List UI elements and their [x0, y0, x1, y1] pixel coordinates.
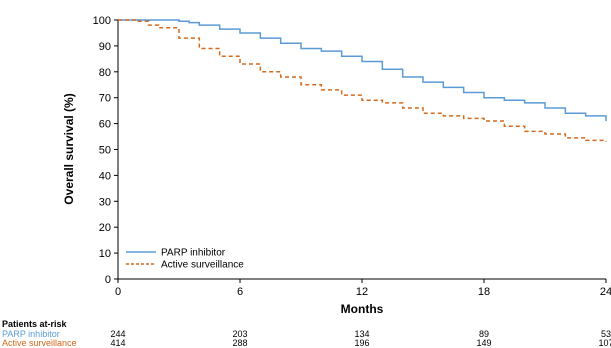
y-tick-label: 10 [99, 248, 111, 260]
chart-legend: PARP inhibitor Active surveillance [126, 248, 244, 271]
risk-row-label-parp: PARP inhibitor [2, 329, 60, 339]
risk-table: Patients at-risk PARP inhibitor Active s… [2, 319, 611, 348]
legend-label-parp: PARP inhibitor [161, 248, 226, 259]
series-line-parp-inhibitor [118, 19, 607, 122]
risk-table-values: 244 203 134 89 53 414 288 196 149 107 [110, 329, 611, 348]
risk-value: 203 [232, 329, 247, 339]
y-axis-title: Overall survival (%) [62, 93, 76, 204]
y-tick-label: 60 [99, 119, 111, 131]
y-tick-label: 30 [99, 196, 111, 208]
x-tick-label: 12 [356, 286, 368, 298]
x-axis-title: Months [341, 302, 384, 316]
risk-value: 134 [354, 329, 369, 339]
risk-value: 288 [232, 338, 247, 348]
x-tick-label: 24 [600, 286, 611, 298]
y-tick-label: 70 [99, 93, 111, 105]
risk-value: 53 [601, 329, 611, 339]
risk-row-label-surveillance: Active surveillance [2, 338, 77, 348]
risk-value: 149 [476, 338, 491, 348]
y-tick-label: 20 [99, 222, 111, 234]
x-axis-ticks: 0 6 12 18 24 [115, 279, 611, 298]
x-tick-label: 18 [478, 286, 490, 298]
risk-value: 107 [598, 338, 611, 348]
legend-label-surveillance: Active surveillance [161, 260, 244, 271]
y-tick-label: 80 [99, 67, 111, 79]
y-tick-label: 100 [93, 15, 111, 27]
risk-value: 196 [354, 338, 369, 348]
risk-table-title: Patients at-risk [2, 319, 68, 329]
y-tick-label: 40 [99, 170, 111, 182]
y-tick-label: 50 [99, 145, 111, 157]
risk-value: 244 [110, 329, 125, 339]
risk-value: 414 [110, 338, 125, 348]
series-line-active-surveillance [118, 19, 607, 142]
chart-series [118, 19, 607, 142]
x-tick-label: 6 [237, 286, 243, 298]
y-tick-label: 90 [99, 41, 111, 53]
y-tick-label: 0 [105, 274, 111, 286]
risk-value: 89 [479, 329, 489, 339]
y-axis-ticks: 0 10 20 30 40 50 60 70 80 90 100 [93, 15, 118, 286]
x-tick-label: 0 [115, 286, 121, 298]
